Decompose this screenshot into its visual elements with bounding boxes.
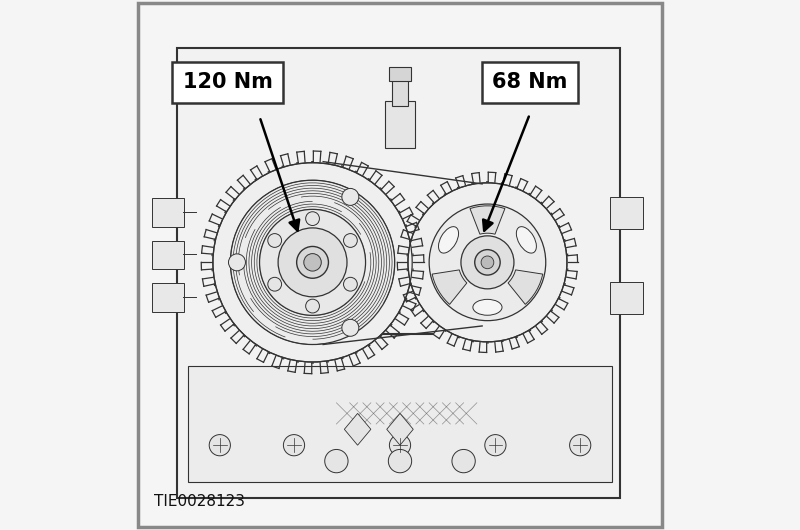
Circle shape (229, 254, 246, 271)
Circle shape (213, 163, 412, 362)
Bar (391, 77, 409, 106)
Circle shape (408, 183, 567, 342)
Ellipse shape (473, 299, 502, 315)
Circle shape (481, 256, 494, 269)
Circle shape (474, 250, 500, 275)
FancyBboxPatch shape (178, 48, 620, 498)
Polygon shape (344, 413, 371, 445)
Bar (188, 366, 612, 482)
Circle shape (210, 435, 230, 456)
Polygon shape (386, 413, 414, 445)
Circle shape (325, 449, 348, 473)
Circle shape (306, 211, 319, 226)
Circle shape (461, 236, 514, 289)
Text: TIE0028123: TIE0028123 (154, 494, 245, 509)
Bar (385, 101, 415, 148)
Circle shape (297, 246, 329, 278)
Circle shape (343, 234, 358, 248)
Text: 120 Nm: 120 Nm (183, 72, 273, 92)
Circle shape (485, 435, 506, 456)
Circle shape (230, 180, 394, 344)
Ellipse shape (438, 227, 458, 253)
FancyBboxPatch shape (610, 282, 642, 314)
FancyBboxPatch shape (152, 283, 184, 312)
FancyBboxPatch shape (152, 198, 184, 227)
Polygon shape (470, 206, 505, 234)
FancyBboxPatch shape (152, 241, 184, 269)
Circle shape (283, 435, 305, 456)
Circle shape (343, 277, 358, 291)
Circle shape (342, 189, 359, 206)
Circle shape (304, 254, 322, 271)
Text: 68 Nm: 68 Nm (492, 72, 567, 92)
Circle shape (388, 449, 412, 473)
Bar (390, 67, 410, 81)
Circle shape (278, 228, 347, 297)
Polygon shape (432, 270, 467, 304)
Circle shape (342, 319, 359, 336)
Circle shape (429, 204, 546, 321)
Circle shape (268, 234, 282, 248)
Circle shape (259, 209, 366, 315)
Circle shape (268, 277, 282, 291)
Ellipse shape (516, 227, 536, 253)
Circle shape (390, 435, 410, 456)
Circle shape (570, 435, 590, 456)
Circle shape (306, 299, 319, 313)
Circle shape (452, 449, 475, 473)
FancyBboxPatch shape (610, 197, 642, 229)
Polygon shape (508, 270, 542, 304)
